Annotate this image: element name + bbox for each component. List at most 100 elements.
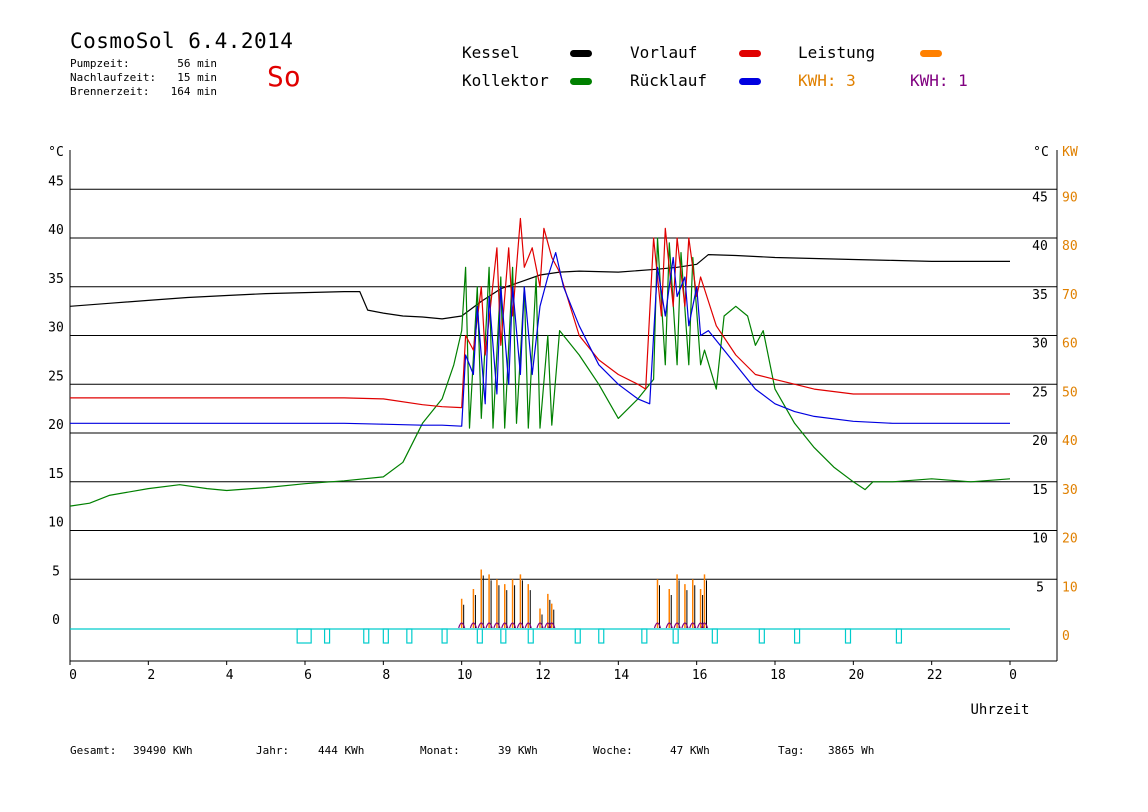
pump-pulse (476, 628, 483, 644)
pump-pulse (382, 628, 389, 644)
kwh-bump (501, 622, 509, 629)
pump-pulse (363, 628, 370, 644)
y-tick-label-right: 20 (1032, 434, 1048, 449)
pump-pulse (527, 628, 534, 644)
kwh-bump (477, 622, 485, 629)
nachlaufzeit-label: Nachlaufzeit: (70, 71, 157, 84)
pump-pulse (598, 628, 605, 644)
y-tick-label-left: 25 (48, 369, 64, 384)
x-tick-label: 2 (147, 668, 155, 683)
x-tick-label: 22 (927, 668, 943, 683)
pumpzeit-value: 56 min (177, 57, 217, 70)
y-tick-label-right: 40 (1032, 239, 1048, 254)
legend-kollektor: Kollektor (462, 71, 549, 90)
footer-tag-value: 3865 Wh (828, 744, 875, 757)
pump-pulse (793, 628, 801, 644)
kwh-bump (516, 622, 524, 629)
y-tick-label-left: 10 (48, 516, 64, 531)
kwh-bump (665, 622, 673, 629)
kwh-bump (653, 622, 662, 629)
x-tick-label: 12 (535, 668, 551, 683)
kwh-bump (681, 622, 689, 629)
x-tick-label: 0 (69, 668, 77, 683)
footer-jahr-value: 444 KWh (318, 744, 365, 757)
kwh-bump (458, 622, 466, 629)
pump-pulse (296, 628, 312, 644)
legend-kessel: Kessel (462, 43, 520, 62)
legend-leistung-swatch (920, 50, 942, 57)
x-tick-label: 16 (692, 668, 708, 683)
footer-woche-label: Woche: (593, 744, 633, 757)
legend-kollektor-swatch (570, 78, 592, 85)
x-axis-label: Uhrzeit (970, 702, 1029, 718)
legend-ruecklauf: Rücklauf (630, 71, 708, 90)
brennerzeit-label: Brennerzeit: (70, 85, 150, 98)
x-tick-label: 18 (770, 668, 786, 683)
y-tick-label-left: 40 (48, 223, 64, 238)
pump-pulse (574, 628, 581, 644)
x-tick-label: 20 (849, 668, 865, 683)
legend-vorlauf-swatch (739, 50, 761, 57)
pump-pulse (406, 628, 413, 644)
y-tick-label-left: 30 (48, 321, 64, 336)
x-tick-label: 8 (382, 668, 390, 683)
y-tick-label-left: 0 (52, 613, 60, 628)
y2-tick-label-right: 50 (1062, 385, 1078, 400)
y2-tick-label-right: 70 (1062, 288, 1078, 303)
y2-tick-label-right: 80 (1062, 239, 1078, 254)
brennerzeit-row: Brennerzeit: 164 min (70, 85, 217, 98)
series-line-ruecklauf (70, 252, 1010, 427)
y2-tick-label-right: 60 (1062, 337, 1078, 352)
legend-kessel-swatch (570, 50, 592, 57)
y-tick-label-right: 25 (1032, 385, 1048, 400)
y-tick-label-left: 35 (48, 272, 64, 287)
footer-jahr-label: Jahr: (256, 744, 290, 757)
y-tick-label-right: 45 (1032, 190, 1048, 205)
footer-woche-value: 47 KWh (670, 744, 710, 757)
x-tick-label: 10 (457, 668, 473, 683)
kwh-bump (536, 622, 544, 629)
pump-pulse (441, 628, 448, 644)
y2-axis-label-right: KW (1062, 145, 1078, 160)
y-tick-label-left: 15 (48, 467, 64, 482)
pump-pulse (323, 628, 331, 644)
kwh-bump (485, 622, 493, 629)
y2-tick-label-right: 40 (1062, 434, 1078, 449)
nachlaufzeit-value: 15 min (177, 71, 217, 84)
y2-tick-label-right: 10 (1062, 580, 1078, 595)
y-tick-label-right: 15 (1032, 483, 1048, 498)
pumpzeit-label: Pumpzeit: (70, 57, 130, 70)
kwh-bump (509, 622, 517, 629)
x-tick-label: 4 (226, 668, 234, 683)
kwh-bump (493, 622, 501, 629)
page-title: CosmoSol 6.4.2014 (70, 29, 294, 53)
y-tick-label-right: 10 (1032, 532, 1048, 547)
series-line-kollektor (69, 237, 1011, 507)
x-tick-label: 0 (1009, 668, 1017, 683)
y-tick-label-left: 20 (48, 418, 64, 433)
nachlaufzeit-row: Nachlaufzeit: 15 min (70, 71, 217, 84)
y-tick-label-right: 30 (1032, 337, 1048, 352)
footer-tag-label: Tag: (778, 744, 805, 757)
footer-gesamt-label: Gesamt: (70, 744, 117, 757)
x-tick-label: 6 (304, 668, 312, 683)
kwh-bump (689, 622, 697, 629)
legend-kwh-a: KWH: 3 (798, 71, 856, 90)
y2-tick-label-right: 20 (1062, 532, 1078, 547)
y2-tick-label-right: 90 (1062, 190, 1078, 205)
brennerzeit-value: 164 min (170, 85, 217, 98)
pump-pulse (844, 628, 852, 644)
legend-ruecklauf-swatch (739, 78, 761, 85)
kwh-bump (524, 622, 532, 629)
legend-kwh-b: KWH: 1 (910, 71, 968, 90)
kwh-bump (548, 622, 556, 629)
pump-pulse (711, 628, 718, 644)
legend-vorlauf: Vorlauf (630, 43, 698, 62)
pump-pulse (895, 628, 903, 644)
kwh-bump (700, 622, 709, 629)
day-label: So (267, 60, 301, 93)
y-axis-label-left: °C (48, 145, 64, 160)
kwh-bump (469, 622, 477, 629)
footer-monat-label: Monat: (420, 744, 460, 757)
